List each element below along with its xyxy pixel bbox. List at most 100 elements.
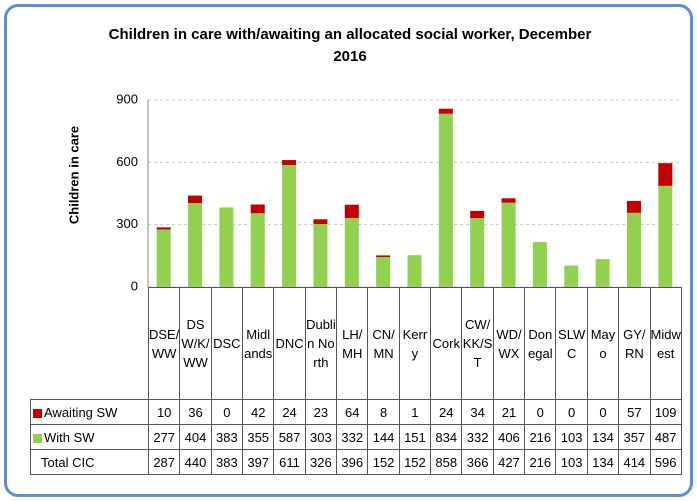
value-cell: 21 (492, 399, 526, 425)
legend-swatch (33, 408, 42, 418)
total-cell: 396 (336, 449, 369, 475)
total-cell: 326 (304, 449, 338, 475)
category-label: DNC (273, 287, 306, 400)
bar-segment (250, 213, 265, 287)
bar-segment (313, 224, 328, 287)
total-cell: 414 (618, 449, 651, 475)
total-cell: 216 (524, 449, 557, 475)
bar-segment (219, 207, 234, 287)
bar-segment (470, 218, 485, 287)
total-cell: 858 (430, 449, 463, 475)
chart-title: Children in care with/awaiting an alloca… (108, 26, 592, 65)
total-cell: 152 (367, 449, 400, 475)
value-cell: 0 (555, 399, 588, 425)
bar-segment (376, 257, 391, 287)
value-cell: 1 (398, 399, 432, 425)
value-cell: 357 (618, 424, 651, 450)
bar-segment (313, 219, 328, 225)
value-cell: 277 (147, 424, 181, 450)
bar-segment (282, 165, 297, 287)
bar-segment (188, 195, 203, 204)
bar-segment (532, 242, 547, 287)
legend-entry: Awaiting SW (30, 399, 149, 425)
y-tick-label: 300 (116, 216, 138, 231)
value-cell: 487 (649, 424, 682, 450)
value-cell: 834 (430, 424, 463, 450)
value-cell: 109 (649, 399, 682, 425)
value-cell: 406 (492, 424, 526, 450)
category-label: DSE/WW (147, 287, 181, 400)
category-label: DSC (210, 287, 244, 400)
empty-cell (31, 288, 149, 400)
bar-segment (250, 204, 265, 214)
value-cell: 23 (304, 399, 338, 425)
bar-segment (564, 265, 579, 287)
total-cell: 427 (492, 449, 526, 475)
value-cell: 303 (304, 424, 338, 450)
category-label: LH/MH (336, 287, 369, 400)
category-label: Kerry (398, 287, 432, 400)
total-cell: 440 (179, 449, 212, 475)
bar-segment (407, 255, 422, 287)
bar-segment (658, 185, 673, 287)
value-cell: 134 (586, 424, 620, 450)
category-label: Mayo (586, 287, 620, 400)
total-cell: 103 (555, 449, 588, 475)
table-row: Total CIC 287 440 383 397 611 326 396 152 152 858 3… (30, 449, 682, 475)
total-cell: 611 (273, 449, 306, 475)
bar-segment (438, 108, 453, 114)
bar-segment (188, 203, 203, 287)
category-label: WD/WX (492, 287, 526, 400)
legend-label: Awaiting SW (44, 404, 118, 420)
value-cell: 24 (273, 399, 306, 425)
bar-segment (156, 229, 171, 287)
total-cell: 134 (586, 449, 620, 475)
table-row: DSE/WW DSW/K/WW DSC Midlands DNC Dublin North… (31, 287, 682, 400)
category-label: Midlands (242, 287, 275, 400)
data-table: DSE/WW DSW/K/WW DSC Midlands DNC Dublin North… (30, 287, 682, 475)
bar-segment (626, 200, 641, 213)
bar-segment (156, 227, 171, 230)
value-cell: 8 (367, 399, 400, 425)
bar-segment (626, 212, 641, 287)
total-cell: 596 (649, 449, 682, 475)
value-cell: 383 (210, 424, 244, 450)
value-cell: 144 (367, 424, 400, 450)
value-cell: 216 (524, 424, 557, 450)
category-label: CW/KK/ST (461, 287, 494, 400)
category-label: DSW/K/WW (179, 287, 212, 400)
bar-segment (658, 163, 673, 186)
bar-segment (344, 204, 359, 219)
category-label: Cork (430, 287, 463, 400)
value-cell: 332 (336, 424, 369, 450)
y-tick-label: 600 (116, 154, 138, 169)
total-label: Total CIC (30, 449, 149, 475)
value-cell: 355 (242, 424, 275, 450)
bar-segment (501, 198, 516, 203)
value-cell: 34 (461, 399, 494, 425)
legend-swatch (33, 433, 42, 443)
category-label: Dublin North (304, 287, 338, 400)
total-cell: 152 (398, 449, 432, 475)
value-cell: 0 (524, 399, 557, 425)
bar-segment (376, 255, 391, 258)
bar-segment (595, 259, 610, 287)
category-label: GY/RN (618, 287, 651, 400)
value-cell: 24 (430, 399, 463, 425)
table-row: With SW 277 404 383 355 587 303 332 144 151 834 332… (30, 424, 682, 450)
y-axis-label: Children in care (66, 126, 81, 224)
value-cell: 587 (273, 424, 306, 450)
value-cell: 10 (147, 399, 181, 425)
category-label: Midwest (649, 287, 682, 400)
legend-entry: With SW (30, 424, 149, 450)
value-cell: 42 (242, 399, 275, 425)
bar-segment (282, 160, 297, 166)
category-label: CN/MN (367, 287, 400, 400)
y-tick-label: 900 (116, 91, 138, 106)
bar-segment (344, 218, 359, 287)
total-cell: 366 (461, 449, 494, 475)
table-row: Awaiting SW 10 36 0 42 24 23 64 8 1 24 34 21 0 0 0 57 109 (30, 399, 682, 425)
bar-segment (501, 202, 516, 287)
value-cell: 64 (336, 399, 369, 425)
value-cell: 57 (618, 399, 651, 425)
